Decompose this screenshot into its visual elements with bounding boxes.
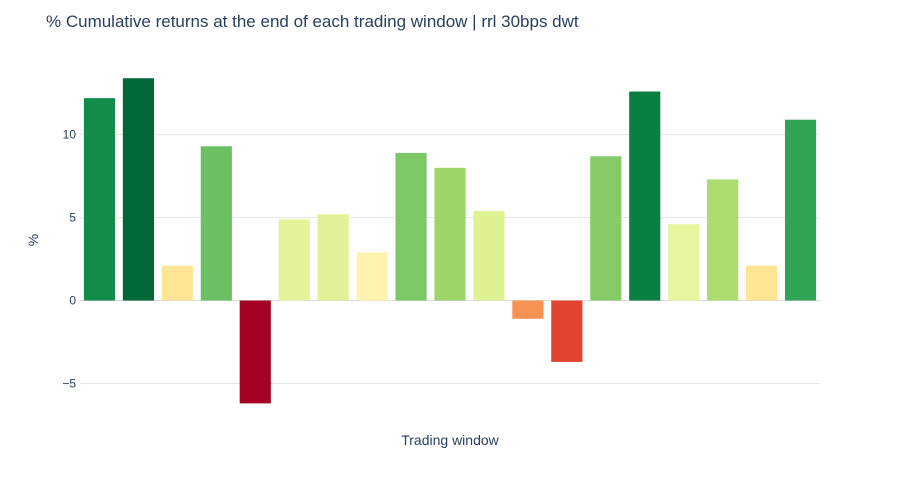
bar bbox=[590, 156, 622, 301]
bar bbox=[200, 146, 232, 301]
bar bbox=[746, 265, 778, 301]
y-tick-label: −5 bbox=[62, 376, 76, 390]
bar bbox=[784, 119, 817, 301]
chart-title: % Cumulative returns at the end of each … bbox=[46, 12, 579, 31]
bar bbox=[356, 252, 388, 301]
bar bbox=[317, 214, 349, 301]
bar bbox=[83, 98, 116, 301]
bar bbox=[629, 91, 661, 301]
bar bbox=[473, 210, 505, 301]
y-tick-label: 0 bbox=[69, 294, 76, 308]
bar bbox=[278, 219, 310, 301]
bar bbox=[161, 265, 193, 301]
y-tick-label: 5 bbox=[69, 211, 76, 225]
bar bbox=[512, 300, 544, 319]
bar bbox=[707, 179, 739, 301]
y-tick-labels: −5 0 5 10 bbox=[62, 128, 76, 391]
bars bbox=[83, 78, 817, 404]
y-axis-title: % bbox=[25, 234, 41, 246]
bar bbox=[551, 300, 583, 362]
y-tick-label: 10 bbox=[63, 128, 77, 142]
bar bbox=[668, 224, 700, 301]
bar bbox=[434, 167, 466, 301]
bar bbox=[239, 300, 271, 404]
bar bbox=[395, 152, 427, 301]
x-axis-title: Trading window bbox=[401, 432, 499, 448]
bar bbox=[122, 78, 154, 301]
